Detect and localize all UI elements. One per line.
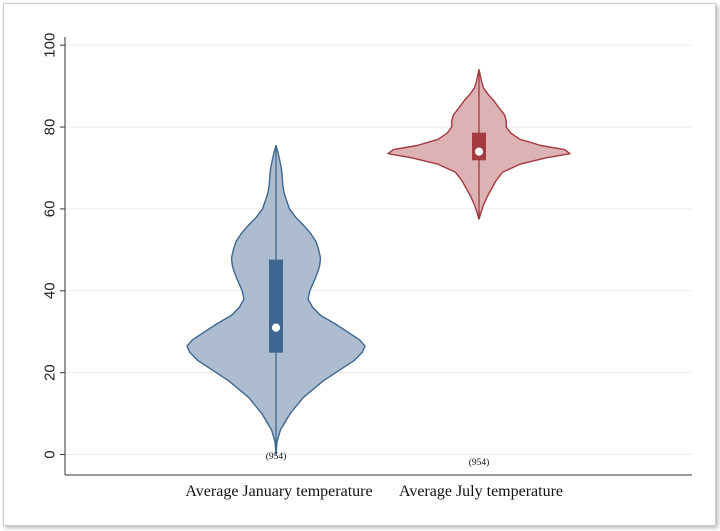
violin-median-marker-1 [271, 323, 281, 332]
violin-iqr-box-1 [269, 259, 283, 353]
category-label-1: Average January temperature [185, 483, 372, 500]
y-tick-label-20: 20 [41, 364, 58, 381]
y-tick-label-80: 80 [41, 119, 58, 136]
y-tick-label-0: 0 [41, 450, 58, 458]
violin-iqr-box-2 [472, 132, 486, 161]
category-label-2: Average July temperature [399, 483, 563, 500]
y-tick-label-100: 100 [41, 33, 58, 58]
violin-1 [186, 144, 366, 456]
chart-frame: 0 20 40 60 80 100 (954) (954) Average January te… [3, 3, 716, 526]
y-tick-label-60: 60 [41, 201, 58, 218]
violin-median-marker-2 [474, 147, 484, 156]
violin-chart: 0 20 40 60 80 100 (954) (954) Average January te… [41, 33, 692, 500]
violin-count-label-1: (954) [266, 451, 287, 462]
plot-area [65, 37, 692, 475]
violin-count-label-2: (954) [469, 457, 490, 468]
violin-2 [387, 69, 571, 220]
y-tick-label-40: 40 [41, 282, 58, 299]
